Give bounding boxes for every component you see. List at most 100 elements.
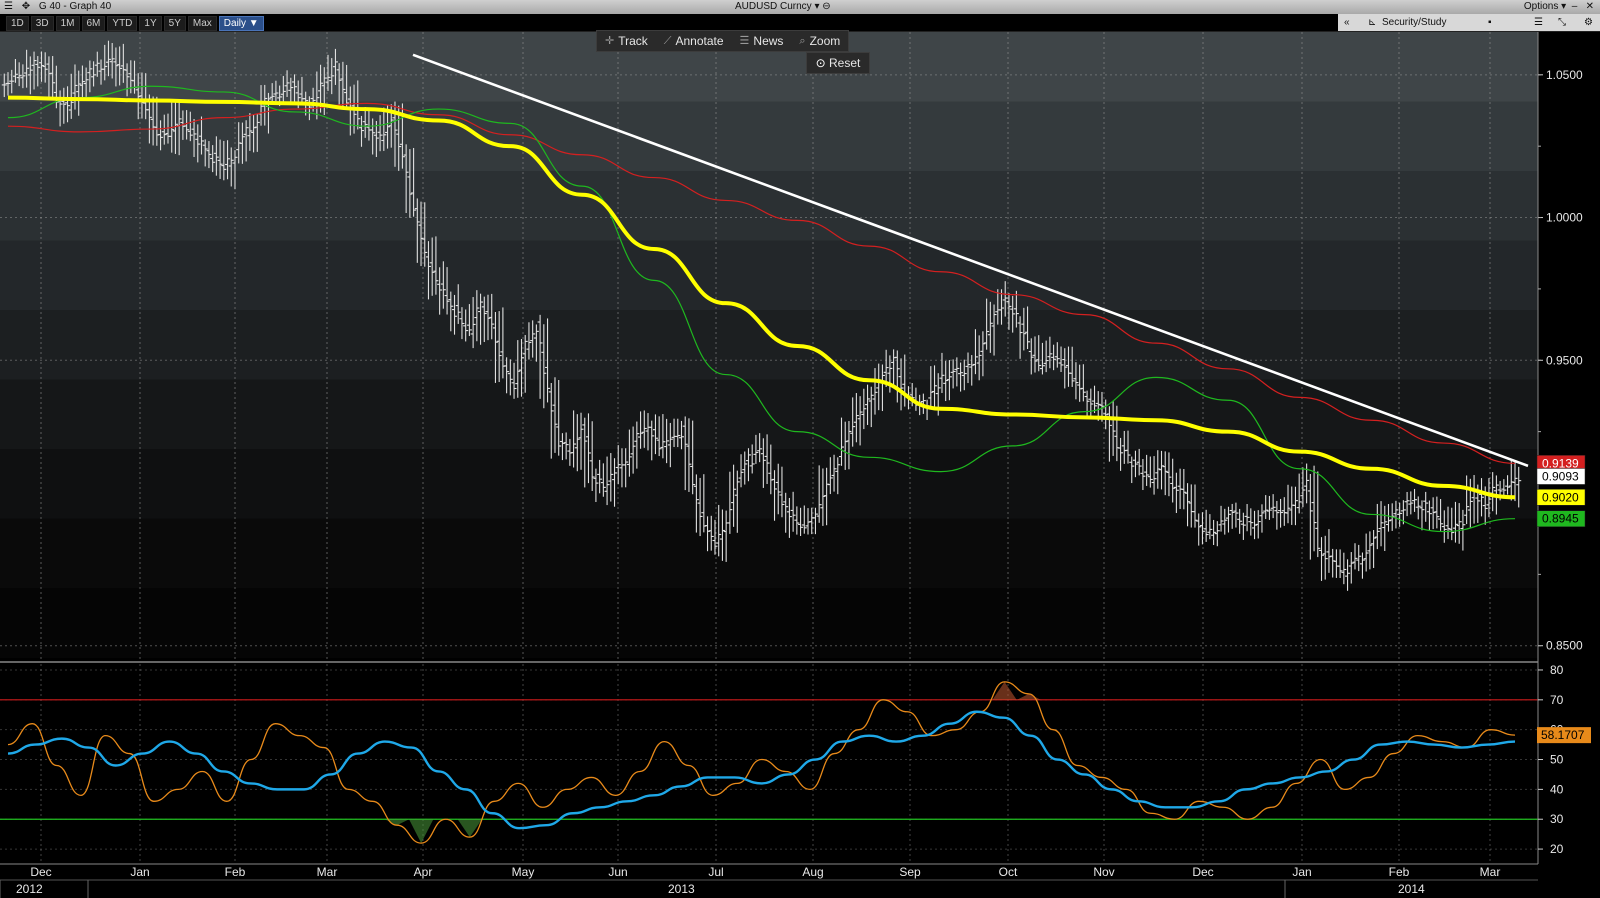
- rsi-line: [7, 681, 1516, 844]
- background-band: [0, 171, 1538, 241]
- price-bars: [1, 40, 1522, 591]
- yellow-moving-average: [7, 95, 1516, 500]
- options-menu[interactable]: Options: [1523, 1, 1559, 12]
- collapse-panel-icon[interactable]: «: [1344, 17, 1350, 28]
- month-label: Jan: [130, 865, 149, 879]
- options-dropdown-icon[interactable]: ▾: [1561, 1, 1569, 12]
- period-5y[interactable]: 5Y: [163, 16, 186, 31]
- year-label: 2012: [16, 882, 43, 896]
- rsi-tick-label: 30: [1550, 812, 1564, 826]
- period-1d[interactable]: 1D: [6, 16, 29, 31]
- reset-label: Reset: [829, 56, 861, 70]
- oversold-shading: [457, 819, 482, 838]
- security-study-button[interactable]: Security/Study: [1382, 17, 1447, 28]
- background-band: [0, 449, 1538, 519]
- period-3d[interactable]: 3D: [30, 16, 54, 31]
- settings-gear-icon[interactable]: ⚙: [1584, 17, 1593, 28]
- annotate-button[interactable]: ⟋ Annotate: [656, 31, 732, 51]
- year-label: 2013: [668, 882, 695, 896]
- y-tick-label: 0.9500: [1546, 353, 1583, 367]
- green-moving-average: [7, 85, 1516, 533]
- dropdown-arrow-icon[interactable]: ▾: [814, 1, 823, 12]
- save-icon[interactable]: ▪: [1488, 17, 1492, 28]
- price-tag: [1536, 468, 1586, 485]
- title-bar: ☰ ✥ G 40 - Graph 40 AUDUSD Curncy ▾ ⊖ Op…: [0, 0, 1600, 14]
- rsi-tick-label: 50: [1550, 753, 1564, 767]
- news-label: News: [753, 34, 784, 48]
- price-tag-label: 0.9093: [1542, 469, 1579, 483]
- pencil-icon: ⟋: [663, 35, 672, 47]
- background-band: [0, 310, 1538, 380]
- rsi-value-tag: [1537, 727, 1591, 744]
- period-max[interactable]: Max: [187, 16, 217, 31]
- rsi-axis: 80706050403020: [1538, 663, 1564, 856]
- zoom-label: Zoom: [809, 34, 841, 48]
- month-label: Dec: [1192, 865, 1213, 879]
- trendline-line: [412, 53, 1529, 468]
- title-left: ☰ ✥ G 40 - Graph 40: [4, 0, 111, 14]
- window-title: G 40 - Graph 40: [38, 1, 112, 12]
- month-label: Nov: [1093, 865, 1114, 879]
- rsi-value-tag-label: 58.1707: [1541, 728, 1585, 742]
- month-label: Jul: [708, 865, 723, 879]
- news-button[interactable]: ☰ News: [732, 31, 792, 51]
- annotate-label: Annotate: [675, 34, 724, 48]
- month-label: Apr: [414, 865, 433, 879]
- price-tag: [1536, 489, 1586, 506]
- rsi-tick-label: 70: [1550, 693, 1564, 707]
- moving-averages: [7, 85, 1516, 533]
- move-icon[interactable]: ✥: [21, 1, 31, 12]
- period-1m[interactable]: 1M: [55, 16, 80, 31]
- rsi-panel-background: [0, 664, 1538, 864]
- month-label: Dec: [30, 865, 51, 879]
- close-icon[interactable]: ✕: [1582, 1, 1594, 12]
- security-title[interactable]: AUDUSD Curncy ▾ ⊖: [735, 0, 831, 14]
- title-right: Options ▾ – ✕: [1524, 0, 1594, 14]
- rsi-tick-label: 80: [1550, 663, 1564, 677]
- security-study-icon: ⊾: [1368, 17, 1377, 28]
- background-band: [0, 101, 1538, 172]
- track-label: Track: [618, 34, 648, 48]
- oversold-shading: [384, 819, 410, 826]
- month-label: Sep: [899, 865, 921, 879]
- y-tick-label: 1.0500: [1546, 68, 1583, 82]
- panel-menu-icon[interactable]: ☰: [1534, 17, 1543, 28]
- link-icon[interactable]: ⊖: [822, 1, 831, 12]
- security-study-toolbar: « ⊾ Security/Study ▪ ☰ ⤡ ⚙: [1338, 14, 1600, 31]
- crosshair-icon: ✛: [605, 35, 615, 47]
- zoom-button[interactable]: ⌕ Zoom: [791, 31, 848, 51]
- period-daily-dropdown[interactable]: Daily ▼: [218, 16, 264, 31]
- trendline[interactable]: [412, 53, 1529, 468]
- background-band: [0, 240, 1538, 311]
- minimize-icon[interactable]: –: [1568, 1, 1581, 12]
- month-label: Oct: [999, 865, 1018, 879]
- month-label: Feb: [1389, 865, 1410, 879]
- month-label: Jan: [1292, 865, 1311, 879]
- rsi-tick-label: 20: [1550, 842, 1564, 856]
- period-1y[interactable]: 1Y: [139, 16, 162, 31]
- rsi-tick-label: 40: [1550, 782, 1564, 796]
- period-toolbar: 1D 3D 1M 6M YTD 1Y 5Y Max Daily ▼: [0, 14, 1600, 32]
- period-6m[interactable]: 6M: [81, 16, 106, 31]
- price-tag: [1536, 510, 1586, 527]
- track-button[interactable]: ✛ Track: [597, 31, 656, 51]
- y-axis: 1.0500 1.0000 0.9500 0.8500: [1537, 32, 1583, 864]
- x-axis: Dec Jan Feb Mar Apr May Jun Jul Aug Sep Oct Nov Dec J…: [0, 863, 1600, 898]
- news-icon: ☰: [739, 35, 750, 47]
- reset-button[interactable]: ⊙ Reset: [806, 52, 870, 74]
- month-label: May: [512, 865, 535, 879]
- period-ytd[interactable]: YTD: [107, 16, 138, 31]
- y-tick-label: 1.0000: [1546, 211, 1583, 225]
- price-panel-bands: [0, 32, 1538, 658]
- month-label: Feb: [225, 865, 246, 879]
- rsi-average-line: [7, 710, 1516, 830]
- period-buttons: 1D 3D 1M 6M YTD 1Y 5Y Max Daily ▼: [6, 16, 264, 31]
- window-menu-icon[interactable]: ☰: [4, 1, 13, 12]
- oversold-shading: [409, 819, 434, 844]
- expand-icon[interactable]: ⤡: [1558, 17, 1566, 28]
- year-label: 2014: [1398, 882, 1425, 896]
- chart-toolbar: ✛ Track ⟋ Annotate ☰ News ⌕ Zoom: [596, 30, 850, 52]
- background-band: [0, 518, 1538, 589]
